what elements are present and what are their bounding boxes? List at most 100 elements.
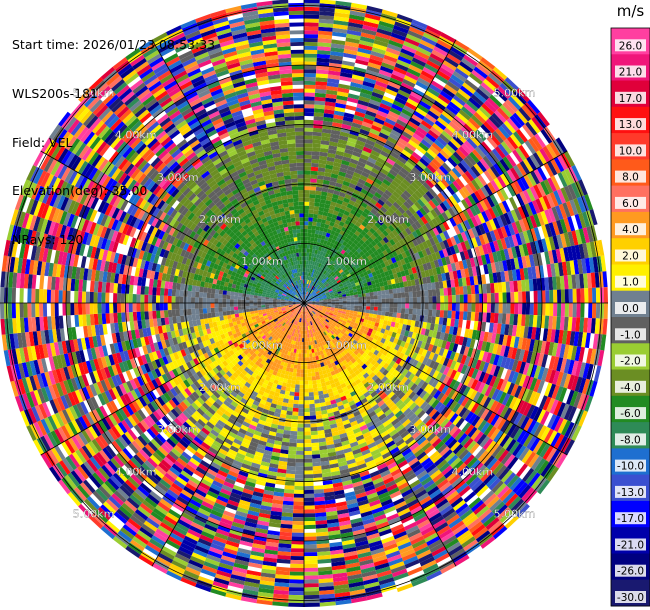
range-gate bbox=[325, 293, 330, 296]
range-gate bbox=[459, 294, 464, 303]
range-gate bbox=[370, 303, 375, 307]
range-gate bbox=[342, 240, 348, 247]
range-gate bbox=[455, 213, 464, 224]
range-gate bbox=[460, 199, 470, 210]
range-gate bbox=[294, 489, 304, 494]
range-gate bbox=[329, 282, 334, 286]
range-gate bbox=[488, 273, 494, 284]
range-gate bbox=[455, 91, 469, 104]
range-gate bbox=[304, 112, 314, 117]
range-gate bbox=[304, 575, 319, 580]
range-gate bbox=[328, 280, 333, 285]
range-gate bbox=[311, 303, 316, 305]
range-gate bbox=[372, 181, 381, 189]
range-gate bbox=[308, 276, 312, 281]
range-gate bbox=[423, 135, 434, 146]
range-gate bbox=[530, 364, 538, 378]
range-gate bbox=[411, 192, 420, 202]
range-gate bbox=[469, 442, 480, 455]
range-gate bbox=[490, 303, 495, 313]
range-gate bbox=[346, 328, 352, 333]
range-gate bbox=[529, 241, 537, 255]
range-gate bbox=[304, 264, 306, 268]
range-gate bbox=[350, 253, 357, 259]
range-gate bbox=[582, 363, 590, 379]
range-gate bbox=[386, 358, 393, 365]
range-gate bbox=[381, 376, 388, 383]
range-gate bbox=[326, 82, 339, 88]
range-gate bbox=[552, 316, 557, 330]
range-gate bbox=[436, 363, 443, 372]
range-gate bbox=[349, 236, 356, 243]
range-gate bbox=[455, 382, 464, 393]
range-gate bbox=[441, 384, 450, 395]
range-gate bbox=[361, 276, 366, 281]
range-gate bbox=[327, 78, 340, 84]
range-gate bbox=[310, 289, 314, 294]
range-gate bbox=[388, 183, 398, 191]
range-gate bbox=[310, 285, 313, 290]
range-gate bbox=[345, 206, 352, 213]
range-gate bbox=[335, 330, 341, 335]
range-gate bbox=[352, 233, 358, 240]
range-gate bbox=[402, 211, 410, 220]
range-gate bbox=[364, 251, 371, 258]
range-gate bbox=[581, 332, 587, 348]
range-gate bbox=[312, 273, 316, 278]
range-gate bbox=[499, 158, 510, 172]
range-gate bbox=[390, 32, 406, 41]
range-gate bbox=[304, 548, 318, 553]
range-gate bbox=[326, 317, 331, 322]
range-gate bbox=[316, 266, 320, 271]
range-gate bbox=[424, 309, 429, 316]
range-gate bbox=[412, 359, 419, 368]
range-gate bbox=[583, 317, 589, 333]
range-gate bbox=[349, 289, 354, 294]
range-gate bbox=[330, 51, 344, 57]
range-gate bbox=[422, 241, 429, 250]
range-gate bbox=[425, 406, 435, 416]
range-gate bbox=[306, 297, 311, 301]
range-gate bbox=[319, 304, 324, 306]
range-gate bbox=[360, 259, 367, 265]
range-gate bbox=[433, 46, 449, 57]
range-gate bbox=[542, 328, 549, 342]
range-gate bbox=[408, 195, 417, 204]
range-gate bbox=[312, 380, 317, 385]
range-gate bbox=[319, 288, 323, 292]
range-gate bbox=[482, 438, 494, 451]
range-gate bbox=[401, 275, 407, 282]
range-gate bbox=[576, 288, 581, 303]
range-gate bbox=[467, 48, 483, 61]
range-gate bbox=[438, 317, 444, 325]
range-gate bbox=[415, 50, 430, 60]
range-gate bbox=[389, 307, 394, 313]
range-gate bbox=[342, 246, 349, 252]
range-gate bbox=[320, 312, 325, 316]
range-gate bbox=[300, 373, 304, 378]
range-gate bbox=[308, 217, 313, 222]
range-gate bbox=[480, 141, 492, 154]
range-gate bbox=[314, 307, 319, 311]
range-gate bbox=[373, 306, 378, 311]
range-gate bbox=[348, 315, 353, 319]
range-gate bbox=[304, 14, 320, 19]
range-gate bbox=[548, 236, 556, 251]
range-gate bbox=[351, 327, 357, 333]
range-gate bbox=[362, 227, 370, 234]
range-gate bbox=[361, 333, 367, 339]
range-gate bbox=[338, 294, 343, 298]
range-gate bbox=[433, 206, 442, 216]
range-gate bbox=[496, 378, 505, 391]
range-gate bbox=[506, 382, 515, 395]
range-gate bbox=[326, 85, 339, 92]
range-gate bbox=[372, 215, 380, 222]
range-gate bbox=[446, 358, 454, 368]
range-gate bbox=[331, 252, 336, 258]
range-gate bbox=[526, 216, 534, 230]
range-gate bbox=[485, 374, 494, 386]
range-gate bbox=[388, 169, 398, 177]
range-gate bbox=[338, 252, 344, 258]
range-gate bbox=[338, 191, 346, 198]
range-gate bbox=[477, 143, 489, 156]
